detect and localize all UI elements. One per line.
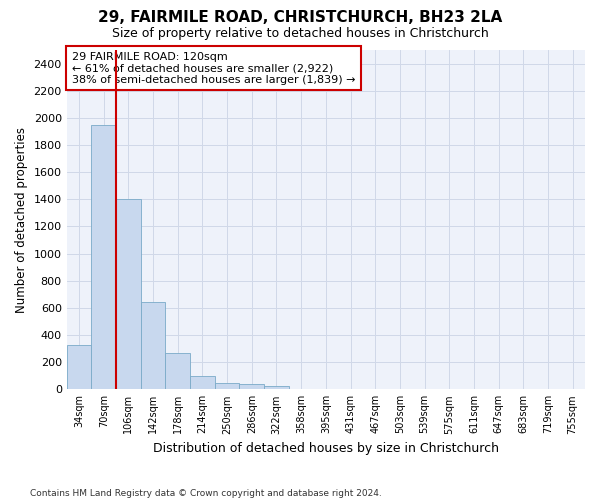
Text: 29 FAIRMILE ROAD: 120sqm
← 61% of detached houses are smaller (2,922)
38% of sem: 29 FAIRMILE ROAD: 120sqm ← 61% of detach… bbox=[72, 52, 355, 85]
Bar bbox=[116, 200, 141, 390]
Bar bbox=[67, 345, 91, 390]
Bar bbox=[166, 352, 190, 390]
Text: Size of property relative to detached houses in Christchurch: Size of property relative to detached ho… bbox=[112, 28, 488, 40]
Text: Contains HM Land Registry data © Crown copyright and database right 2024.: Contains HM Land Registry data © Crown c… bbox=[30, 488, 382, 498]
Bar bbox=[239, 384, 264, 390]
Y-axis label: Number of detached properties: Number of detached properties bbox=[15, 126, 28, 312]
X-axis label: Distribution of detached houses by size in Christchurch: Distribution of detached houses by size … bbox=[153, 442, 499, 455]
Bar bbox=[91, 124, 116, 390]
Bar bbox=[190, 376, 215, 390]
Bar bbox=[141, 302, 166, 390]
Text: 29, FAIRMILE ROAD, CHRISTCHURCH, BH23 2LA: 29, FAIRMILE ROAD, CHRISTCHURCH, BH23 2L… bbox=[98, 10, 502, 25]
Bar bbox=[215, 383, 239, 390]
Bar bbox=[264, 386, 289, 390]
